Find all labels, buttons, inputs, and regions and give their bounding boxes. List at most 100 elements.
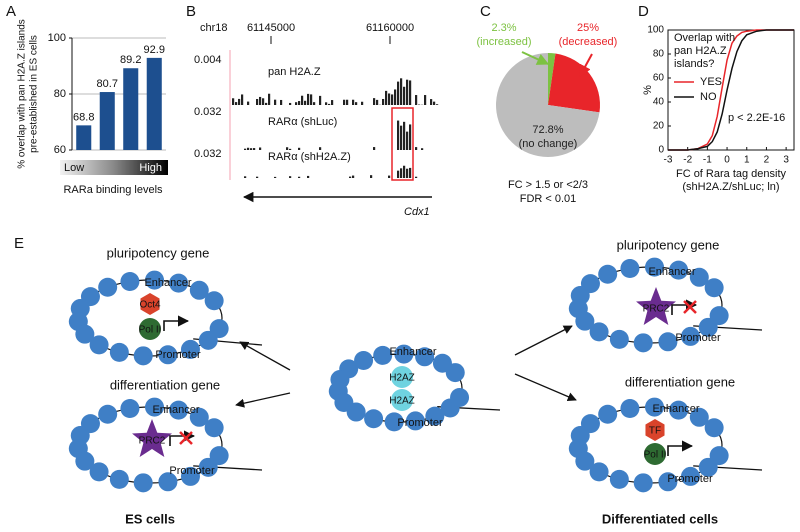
signal-bar (409, 80, 412, 105)
signal-bar (415, 95, 418, 105)
nucleosome (158, 345, 178, 365)
gene-title: differentiation gene (625, 374, 735, 389)
signal-bar (376, 99, 379, 105)
signal-bar (247, 147, 250, 150)
legend-title: Overlap with (674, 32, 735, 44)
gene-title: pluripotency gene (617, 237, 720, 252)
signal-bar (400, 125, 403, 150)
y-tick-label: 0 (658, 145, 664, 156)
bar (99, 92, 115, 150)
signal-bar (394, 89, 397, 105)
x-tick-label: -3 (664, 155, 673, 166)
value-label: 92.9 (144, 44, 165, 56)
signal-bar (325, 102, 328, 105)
nucleosome (633, 333, 653, 353)
slice-value-label: 25% (577, 22, 599, 34)
slice-category-label: (increased) (476, 36, 531, 48)
enhancer-label: Enhancer (144, 277, 191, 289)
signal-bar (241, 94, 244, 105)
signal-bar (373, 147, 376, 150)
signal-bar (385, 90, 388, 105)
signal-bar (268, 93, 271, 105)
signal-bar (274, 176, 277, 178)
nucleosome (669, 400, 689, 420)
track-scale: 0.004 (194, 54, 222, 66)
prc2 (636, 287, 676, 325)
nucleosome (133, 346, 153, 366)
signal-bar (397, 81, 400, 105)
value-label: 89.2 (120, 54, 141, 66)
legend-label: NO (700, 91, 717, 103)
bar (146, 57, 162, 150)
nucleosome (680, 466, 700, 486)
gradient-bar (60, 160, 168, 175)
enhancer-label: Enhancer (152, 404, 199, 416)
factor-label: Oct4 (139, 300, 161, 311)
nucleosome (75, 324, 95, 344)
x-tick-label: 0 (724, 155, 730, 166)
signal-bar (406, 79, 409, 105)
promoter-label: Promoter (155, 349, 201, 361)
track-name: RARα (shLuc) (268, 116, 337, 128)
signal-bar (352, 175, 355, 178)
x-tick-label: -2 (683, 155, 692, 166)
nucleosome (704, 278, 724, 298)
nucleosome (354, 350, 374, 370)
y-tick-label: 60 (54, 144, 66, 156)
x-axis-label: FC of Rara tag density (676, 168, 787, 180)
promoter-label: Promoter (169, 465, 215, 477)
gene-title: differentiation gene (110, 377, 220, 392)
y-tick-label: 60 (653, 73, 665, 84)
x-axis-label: (shH2A.Z/shLuc; ln) (682, 181, 779, 193)
signal-bar (373, 98, 376, 105)
value-label: 80.7 (97, 78, 118, 90)
signal-bar (244, 176, 247, 178)
signal-bar (397, 170, 400, 178)
complex-label: PRC2 (643, 304, 670, 315)
nucleosome (120, 399, 140, 419)
enhancer-label: Enhancer (652, 403, 699, 415)
nucleosome (689, 267, 709, 287)
nucleosome (609, 469, 629, 489)
signal-bar (238, 98, 241, 105)
nucleosome (373, 345, 393, 365)
pointer-arrow (521, 51, 550, 65)
nucleosome (575, 311, 595, 331)
panel-label: A (6, 3, 16, 20)
legend-title: pan H2A.Z (674, 45, 727, 57)
y-tick-label: 100 (48, 32, 66, 44)
nucleosome (109, 342, 129, 362)
signal-bar (289, 102, 292, 105)
nucleosome (145, 270, 165, 290)
transition-arrow (239, 341, 291, 371)
h2az (391, 389, 413, 411)
y-tick-label: 80 (653, 49, 665, 60)
transition-arrow (235, 392, 291, 408)
block-mark (179, 431, 193, 445)
signal-bar (421, 148, 424, 150)
promoter-label: Promoter (675, 332, 721, 344)
track-name: RARα (shH2A.Z) (268, 151, 351, 163)
signal-bar (250, 148, 253, 150)
nucleosome (689, 407, 709, 427)
nucleosome (633, 473, 653, 493)
signal-bar (403, 165, 406, 178)
nucleosome (609, 329, 629, 349)
nucleosome (189, 407, 209, 427)
x-tick-label: 3 (783, 155, 789, 166)
legend-label: YES (700, 76, 722, 88)
x-tick-label: 2 (764, 155, 770, 166)
signal-bar (388, 93, 391, 105)
signal-bar (280, 99, 283, 105)
signal-bar (331, 100, 334, 105)
x-axis-label: RARa binding levels (63, 184, 163, 196)
nucleosome (384, 412, 404, 432)
panel-label: E (14, 235, 24, 252)
signal-bar (403, 121, 406, 150)
nucleosome (364, 409, 384, 429)
panel-label: B (186, 3, 196, 20)
x-tick-label: -1 (703, 155, 712, 166)
nucleosome (704, 418, 724, 438)
signal-bar (382, 98, 385, 105)
polymerase (644, 443, 666, 465)
